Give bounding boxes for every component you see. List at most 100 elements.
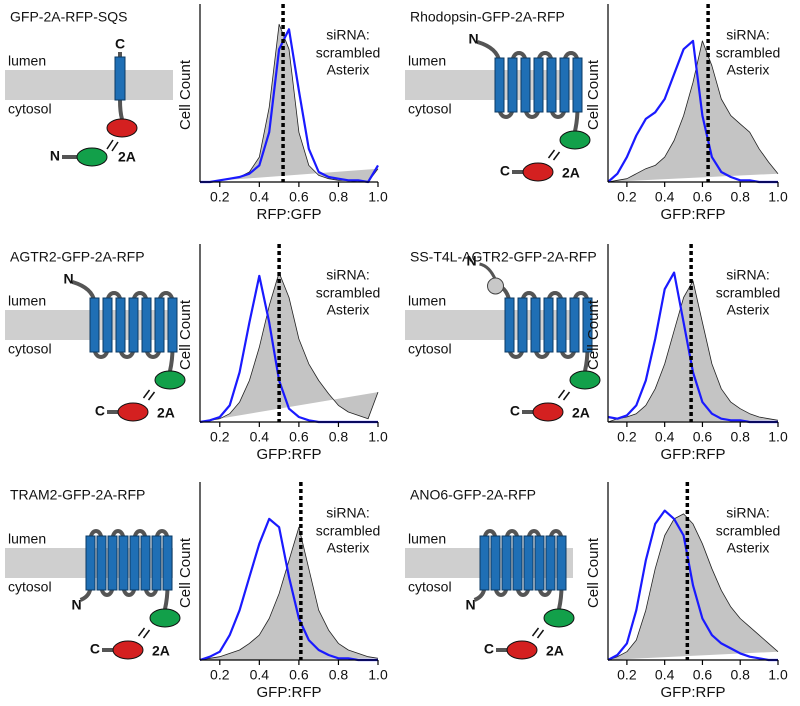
signal-t4l (487, 277, 504, 295)
tm-helix (556, 297, 567, 353)
y-axis-label: Cell Count (585, 537, 602, 608)
rfp (506, 640, 538, 660)
x-tick-label: 1.0 (368, 189, 388, 205)
x-tick-label: 0.2 (617, 667, 637, 683)
panel-title: Rhodopsin-GFP-2A-RFP (410, 9, 565, 25)
tm-helix (559, 57, 570, 113)
panel-title: ANO6-GFP-2A-RFP (410, 487, 536, 503)
x-tick-label: 0.4 (250, 667, 270, 683)
x-axis-label: RFP:GFP (256, 206, 321, 223)
tm-helix (569, 297, 580, 353)
cleavage-site: 2A (118, 149, 136, 165)
tm-helix (85, 535, 96, 591)
legend-entry: Asterix (327, 302, 370, 318)
legend-entry: scrambled (716, 285, 781, 301)
legend-entry: scrambled (716, 523, 781, 539)
tm-helix (546, 57, 557, 113)
x-tick-label: 0.2 (210, 429, 230, 445)
tm-helix (501, 535, 512, 591)
gfp (154, 370, 186, 390)
histogram-line (199, 517, 378, 662)
cytosol-label: cytosol (8, 341, 52, 357)
legend-entry: scrambled (316, 285, 381, 301)
membrane (405, 70, 573, 100)
x-tick-label: 0.2 (617, 189, 637, 205)
x-tick-label: 0.8 (329, 667, 349, 683)
legend-title: siRNA: (326, 267, 370, 283)
c-terminus: C (500, 163, 510, 179)
tm-helix (572, 57, 583, 113)
y-axis-label: Cell Count (585, 299, 602, 370)
x-tick-label: 0.6 (289, 429, 309, 445)
x-tick-label: 1.0 (768, 189, 788, 205)
gfp (76, 147, 108, 167)
tm-helix (151, 535, 162, 591)
lumen-label: lumen (408, 293, 446, 309)
x-tick-label: 0.8 (329, 429, 349, 445)
n-terminus: N (50, 148, 60, 164)
panel-title: TRAM2-GFP-2A-RFP (10, 487, 145, 503)
tm-helix (167, 297, 178, 353)
cleavage-mark (142, 629, 151, 639)
tm-helix (530, 297, 541, 353)
histogram-area (199, 272, 379, 423)
tm-helix (96, 535, 107, 591)
x-axis-label: GFP:RFP (660, 206, 725, 223)
cleavage-mark (111, 141, 119, 152)
x-tick-label: 1.0 (768, 429, 788, 445)
c-terminus: C (95, 403, 105, 419)
legend-entry: scrambled (316, 523, 381, 539)
x-tick-label: 0.6 (289, 667, 309, 683)
tm-helix (102, 297, 113, 353)
panel-title: SS-T4L-AGTR2-GFP-2A-RFP (410, 249, 597, 265)
x-tick-label: 0.4 (655, 189, 675, 205)
tm-helix (512, 535, 523, 591)
tm-helix (129, 535, 140, 591)
histogram-line (200, 28, 379, 184)
membrane (5, 70, 173, 100)
tm-helix (545, 535, 556, 591)
x-tick-label: 0.8 (730, 189, 750, 205)
x-tick-label: 0.2 (617, 429, 637, 445)
tm-helix (523, 535, 534, 591)
cleavage-mark (147, 391, 156, 401)
x-tick-label: 1.0 (368, 667, 388, 683)
tm-helix (582, 297, 593, 353)
tm-helix (114, 56, 126, 101)
cleavage-site: 2A (572, 405, 590, 421)
x-axis-label: GFP:RFP (660, 684, 725, 701)
x-tick-label: 0.6 (289, 189, 309, 205)
tm-helix (479, 535, 490, 591)
lumen-label: lumen (8, 53, 46, 69)
tm-helix (162, 535, 173, 591)
rfp (532, 402, 564, 422)
lumen-label: lumen (408, 53, 446, 69)
panel-title: AGTR2-GFP-2A-RFP (10, 249, 145, 265)
cleavage-mark (137, 627, 146, 637)
gfp (543, 608, 575, 628)
x-tick-label: 0.6 (693, 429, 713, 445)
y-axis-label: Cell Count (177, 59, 194, 130)
legend-title: siRNA: (726, 27, 770, 43)
tm-helix (154, 297, 165, 353)
tm-helix (115, 297, 126, 353)
legend-title: siRNA: (726, 267, 770, 283)
rfp (112, 640, 144, 660)
tm-helix (494, 57, 505, 113)
panel-title: GFP-2A-RFP-SQS (10, 9, 127, 25)
x-tick-label: 0.6 (693, 667, 713, 683)
n-terminus: N (465, 597, 475, 613)
x-tick-label: 0.2 (210, 189, 230, 205)
tm-helix (507, 57, 518, 113)
cytosol-label: cytosol (8, 579, 52, 595)
cytosol-label: cytosol (408, 341, 452, 357)
cleavage-site: 2A (546, 643, 564, 659)
n-terminus: N (468, 31, 478, 47)
tm-helix (543, 297, 554, 353)
c-terminus: C (90, 641, 100, 657)
n-terminus: N (63, 271, 73, 287)
cleavage-mark (142, 389, 151, 399)
cleavage-mark (536, 629, 545, 639)
x-tick-label: 1.0 (768, 667, 788, 683)
